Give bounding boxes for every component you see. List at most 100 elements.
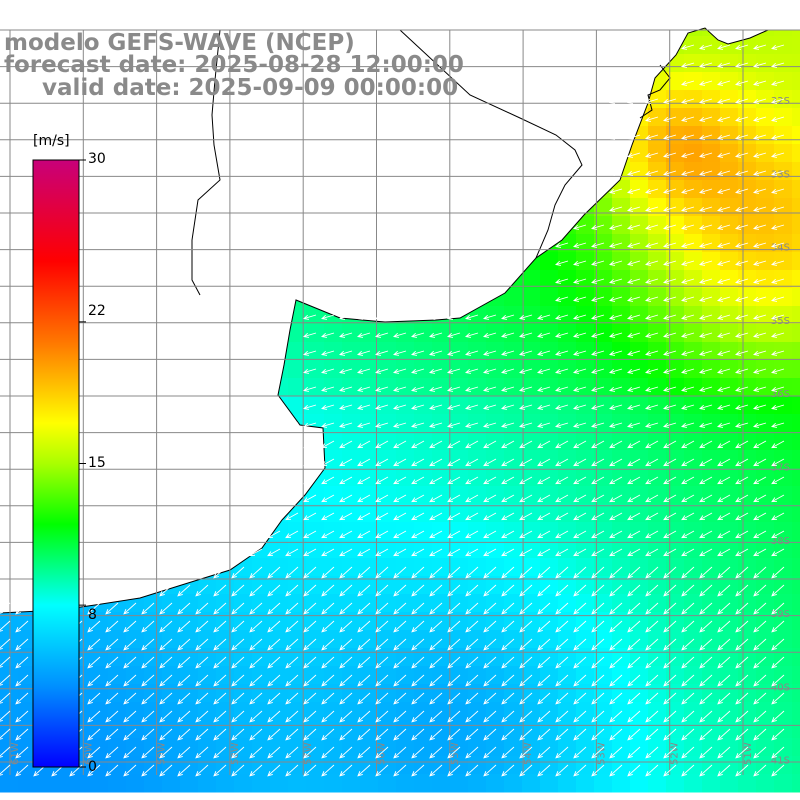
wind-arrow	[303, 440, 317, 449]
wind-arrow	[195, 620, 209, 633]
wind-arrow	[267, 638, 281, 651]
wind-arrow	[645, 98, 659, 104]
wind-arrow	[717, 656, 731, 669]
wind-arrow	[681, 116, 695, 122]
wind-arrow	[717, 404, 731, 410]
wind-arrow	[285, 566, 299, 579]
wind-arrow	[159, 566, 173, 579]
wind-arrow	[771, 548, 785, 557]
wind-arrow	[537, 440, 551, 449]
wind-arrow	[105, 692, 119, 705]
wind-arrow	[501, 638, 515, 651]
wind-arrow	[627, 692, 641, 705]
wind-arrow	[321, 404, 335, 410]
wind-arrow	[645, 242, 659, 248]
wind-arrow	[663, 746, 677, 759]
wind-arrow	[537, 350, 551, 356]
wind-arrow	[537, 332, 551, 338]
wind-arrow	[753, 674, 767, 687]
wind-arrow	[645, 476, 659, 485]
wind-arrow	[267, 620, 281, 633]
wind-arrow	[753, 404, 767, 410]
wind-arrow	[735, 206, 749, 212]
wind-arrow	[213, 530, 227, 539]
wind-arrow	[681, 278, 695, 284]
wind-arrow	[573, 710, 587, 723]
wind-arrow	[105, 566, 119, 579]
wind-arrow	[249, 764, 263, 777]
wind-arrow	[645, 314, 659, 320]
wind-arrow	[483, 656, 497, 669]
wind-arrow	[0, 638, 11, 650]
wind-arrow	[0, 602, 11, 614]
wind-arrow	[555, 494, 569, 503]
wind-arrow	[573, 458, 587, 467]
wind-arrow	[717, 386, 731, 392]
wind-arrow	[87, 674, 101, 687]
wind-arrow	[735, 62, 749, 68]
wind-arrow	[627, 314, 641, 320]
wind-arrow	[501, 656, 515, 669]
wind-arrow	[285, 710, 299, 723]
colorbar-tick-8: 8	[88, 607, 97, 623]
wind-arrow	[483, 314, 497, 320]
wind-arrow	[321, 314, 335, 320]
wind-arrow	[447, 476, 461, 485]
wind-arrow	[753, 494, 767, 503]
wind-arrow	[357, 620, 371, 633]
wind-arrow	[393, 530, 407, 539]
wind-arrow	[627, 188, 641, 194]
wind-arrow	[231, 764, 245, 777]
wind-arrow	[681, 224, 695, 230]
wind-arrow	[465, 584, 479, 597]
wind-arrow	[501, 386, 515, 392]
wind-arrow	[735, 620, 749, 633]
wind-arrow	[681, 530, 695, 539]
wind-arrow	[753, 242, 767, 248]
wind-arrow	[501, 548, 515, 557]
wind-arrow	[555, 422, 569, 428]
wind-arrow	[681, 206, 695, 212]
wind-arrow	[645, 548, 659, 557]
wind-arrow	[375, 728, 389, 741]
wind-arrow	[267, 440, 281, 449]
wind-arrow	[771, 98, 785, 104]
wind-arrow	[519, 494, 533, 503]
wind-arrow	[375, 656, 389, 669]
wind-arrow	[663, 458, 677, 467]
wind-arrow	[15, 638, 29, 651]
wind-arrow	[519, 728, 533, 741]
wind-arrow	[195, 638, 209, 651]
wind-arrow	[267, 602, 281, 615]
wind-arrow	[501, 764, 515, 777]
wind-arrow	[519, 764, 533, 777]
wind-arrow	[627, 242, 641, 248]
wind-arrow	[555, 602, 569, 615]
wind-arrow	[393, 548, 407, 557]
wind-arrow	[393, 566, 407, 579]
wind-arrow	[267, 692, 281, 705]
wind-arrow	[609, 746, 623, 759]
wind-arrow	[591, 404, 605, 410]
wind-arrow	[213, 620, 227, 633]
wind-arrow	[249, 656, 263, 669]
wind-arrow	[717, 350, 731, 356]
wind-arrow	[699, 116, 713, 122]
uruguay-river	[191, 29, 221, 296]
wind-arrow	[177, 746, 191, 759]
wind-arrow	[411, 512, 425, 521]
wind-arrow	[555, 332, 569, 338]
wind-arrow	[609, 296, 623, 302]
wind-arrow	[699, 746, 713, 759]
wind-arrow	[285, 494, 299, 503]
wind-arrow	[681, 188, 695, 194]
longitude-label: 52W	[670, 742, 681, 765]
wind-arrow	[753, 584, 767, 597]
wind-arrow	[321, 422, 335, 428]
wind-arrow	[627, 638, 641, 651]
wind-arrow	[771, 440, 785, 449]
wind-arrow	[195, 692, 209, 705]
wind-arrow	[465, 368, 479, 374]
wind-arrow	[627, 530, 641, 539]
wind-arrow	[609, 152, 623, 158]
